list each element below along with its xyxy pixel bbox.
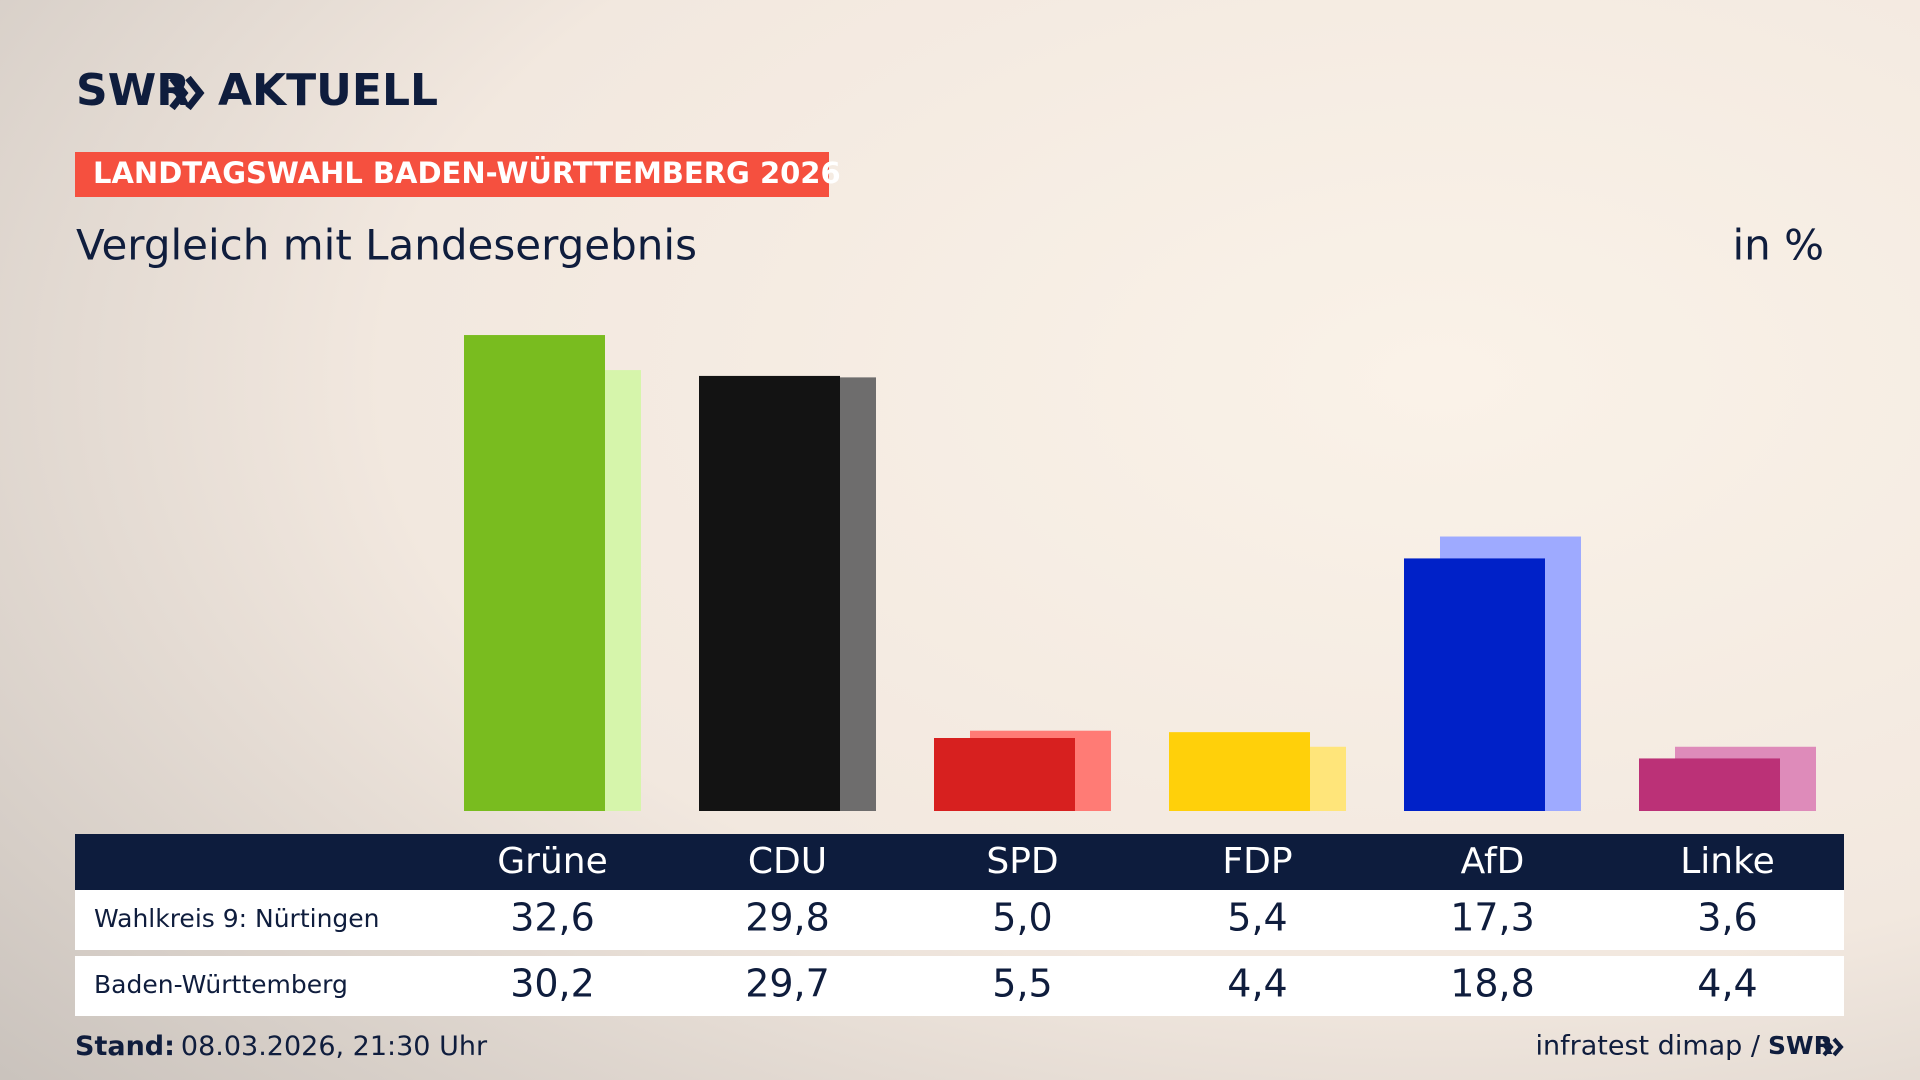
category-label: Grüne <box>497 841 607 882</box>
value-label: 32,6 <box>510 896 595 940</box>
value-label: 5,4 <box>1227 896 1287 940</box>
table-row <box>75 890 1844 950</box>
tag-box <box>75 152 829 197</box>
brand-suffix: AKTUELL <box>218 65 438 116</box>
source: infratest dimap / <box>1535 1031 1760 1062</box>
bar <box>699 375 840 811</box>
bar <box>934 738 1075 811</box>
footer: Stand: 08.03.2026, 21:30 Uhr <box>75 1031 488 1062</box>
footer-date: 08.03.2026, 21:30 Uhr <box>181 1031 488 1062</box>
value-label: 5,5 <box>992 962 1052 1006</box>
value-label: 29,7 <box>745 962 830 1006</box>
category-label: SPD <box>986 841 1058 882</box>
category-label: CDU <box>748 841 827 882</box>
chart-title: Vergleich mit Landesergebnis <box>76 221 697 270</box>
table-header <box>75 834 1844 890</box>
brand: SWR <box>76 65 190 116</box>
bar <box>1639 758 1780 811</box>
tag: LANDTAGSWAHL BADEN-WÜRTTEMBERG 2026 <box>93 156 841 190</box>
footer-label: Stand: <box>75 1031 175 1062</box>
brand-chevrons <box>169 75 205 111</box>
value-label: 18,8 <box>1450 962 1535 1006</box>
bar <box>464 335 605 811</box>
value-label: 4,4 <box>1227 962 1287 1006</box>
table-row <box>75 956 1844 1016</box>
value-label: 4,4 <box>1697 962 1757 1006</box>
category-label: AfD <box>1461 841 1525 882</box>
value-label: 3,6 <box>1697 896 1757 940</box>
bar <box>1404 558 1545 811</box>
source-brand: SWR <box>1768 1031 1833 1060</box>
unit: in % <box>1732 221 1824 270</box>
category-label: Linke <box>1680 841 1775 882</box>
value-label: 30,2 <box>510 962 595 1006</box>
row-label: Wahlkreis 9: Nürtingen <box>94 904 380 933</box>
value-label: 17,3 <box>1450 896 1535 940</box>
category-label: FDP <box>1222 841 1292 882</box>
value-label: 5,0 <box>992 896 1052 940</box>
value-label: 29,8 <box>745 896 830 940</box>
bar <box>1169 732 1310 811</box>
row-label: Baden-Württemberg <box>94 970 348 999</box>
source-chevrons <box>1822 1037 1844 1057</box>
